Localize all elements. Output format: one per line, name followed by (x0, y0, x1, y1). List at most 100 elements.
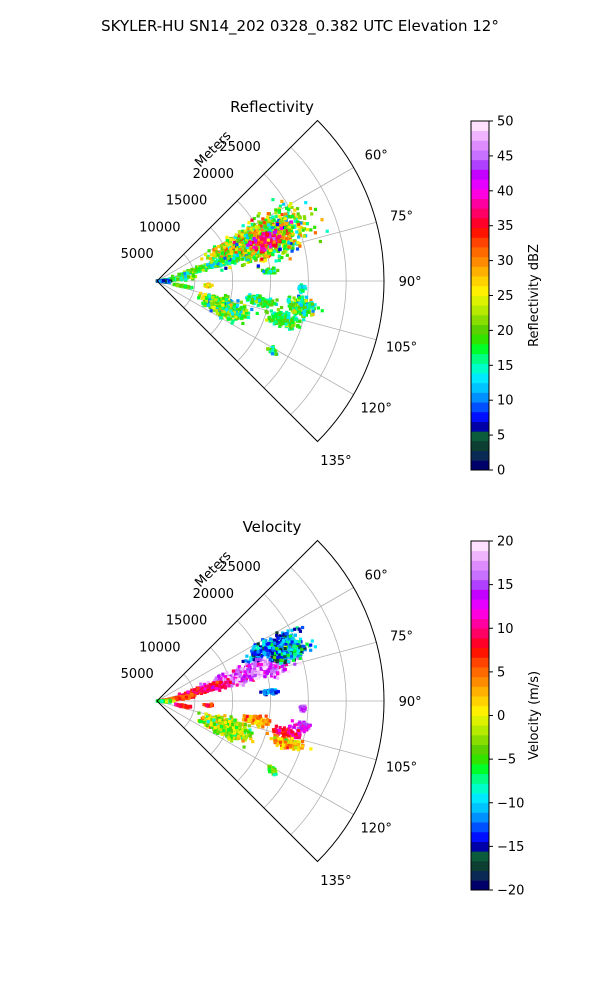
echo-gate (258, 653, 263, 658)
echo-gate (262, 666, 267, 671)
echo-gate (249, 678, 253, 682)
grid-spoke (156, 280, 354, 395)
echo-gate (290, 636, 294, 641)
echo-gate (207, 301, 211, 305)
echo-gate (278, 310, 282, 315)
echo-gate (292, 642, 296, 646)
echo-gate (180, 272, 184, 276)
echo-gate (278, 248, 282, 252)
echo-gate (274, 223, 278, 227)
echo-gate (293, 662, 297, 666)
echo-gate (263, 240, 267, 245)
echo-gate (272, 249, 276, 254)
echo-gate (229, 303, 233, 307)
echo-gate (224, 678, 228, 682)
echo-gate (215, 250, 219, 254)
echo-gate (259, 226, 263, 230)
colorbar-segment (471, 159, 489, 170)
echo-gate (220, 682, 224, 687)
echo-gate (253, 669, 257, 673)
echo-gate (301, 226, 305, 231)
colorbar-segment (471, 460, 489, 471)
echo-gate (247, 221, 251, 225)
echo-gate (284, 643, 288, 647)
echo-gate (320, 218, 324, 222)
echo-gate (313, 207, 318, 211)
echo-gate (234, 251, 238, 255)
echo-gate (287, 312, 291, 316)
echo-gate (268, 225, 272, 229)
echo-gate (296, 656, 300, 660)
echo-gate (187, 285, 191, 289)
echo-gate (254, 226, 258, 230)
echo-gate (287, 670, 291, 674)
echo-gate (224, 680, 228, 685)
colorbar-segment (471, 295, 489, 306)
echo-gate (310, 302, 314, 306)
echo-gate (263, 224, 267, 228)
echo-gate (298, 637, 303, 641)
echo-gate (290, 628, 294, 632)
echo-gate (226, 256, 230, 261)
echo-gate (251, 251, 255, 256)
echo-gate (276, 672, 280, 676)
echo-gate (184, 695, 188, 699)
echo-gate (257, 298, 262, 302)
echo-gate (269, 645, 273, 649)
echo-gate (218, 304, 222, 309)
echo-gate (255, 644, 259, 648)
echo-gate (258, 253, 262, 258)
echo-gate (159, 279, 163, 284)
echo-gate (259, 302, 263, 306)
echo-gate (302, 318, 306, 322)
echo-gate (241, 659, 245, 664)
echo-gate (219, 678, 224, 682)
echo-gate (268, 248, 273, 252)
echo-gate (269, 347, 273, 352)
echo-gate (267, 218, 271, 222)
echo-gate (234, 308, 238, 312)
echo-gate (208, 294, 212, 299)
echo-gate (263, 227, 267, 231)
echo-gate (228, 680, 232, 685)
echo-gate (258, 645, 263, 649)
echo-gate (230, 308, 235, 312)
echo-gate (245, 233, 250, 237)
echo-gate (245, 235, 250, 240)
echo-gate (261, 217, 265, 221)
theta-tick-label: 90° (399, 275, 422, 290)
echo-gate (274, 259, 278, 263)
echo-gate (294, 217, 298, 221)
colorbar-tick-label: 45 (497, 149, 514, 164)
echo-gate (257, 238, 262, 242)
echo-gate (275, 646, 279, 651)
echo-gate (298, 656, 302, 660)
echo-gate (277, 208, 281, 213)
echo-gate (298, 233, 303, 238)
echo-gate (247, 229, 251, 233)
echo-gate (276, 636, 280, 640)
echo-gate (272, 641, 277, 645)
echo-gate (279, 305, 284, 310)
echo-gate (289, 648, 293, 653)
colorbar-segment (471, 217, 489, 229)
echo-gate (299, 647, 303, 651)
echo-gate (285, 645, 290, 649)
radial-tick-label: 5000 (121, 247, 154, 262)
echo-gate (221, 242, 225, 246)
echo-gate (277, 650, 282, 654)
echo-gate (244, 239, 249, 243)
echo-gate (236, 299, 240, 303)
echo-gate (272, 646, 276, 650)
echo-gate (298, 629, 303, 633)
echo-gate (281, 222, 285, 226)
echo-gate (272, 230, 276, 235)
echo-gate (242, 675, 246, 679)
echo-gate (296, 303, 301, 307)
echo-gate (264, 245, 268, 249)
echo-gate (288, 204, 292, 208)
echo-gate (275, 668, 279, 672)
echo-gate (201, 265, 205, 269)
echo-gate (258, 294, 262, 298)
echo-gate (198, 690, 202, 694)
